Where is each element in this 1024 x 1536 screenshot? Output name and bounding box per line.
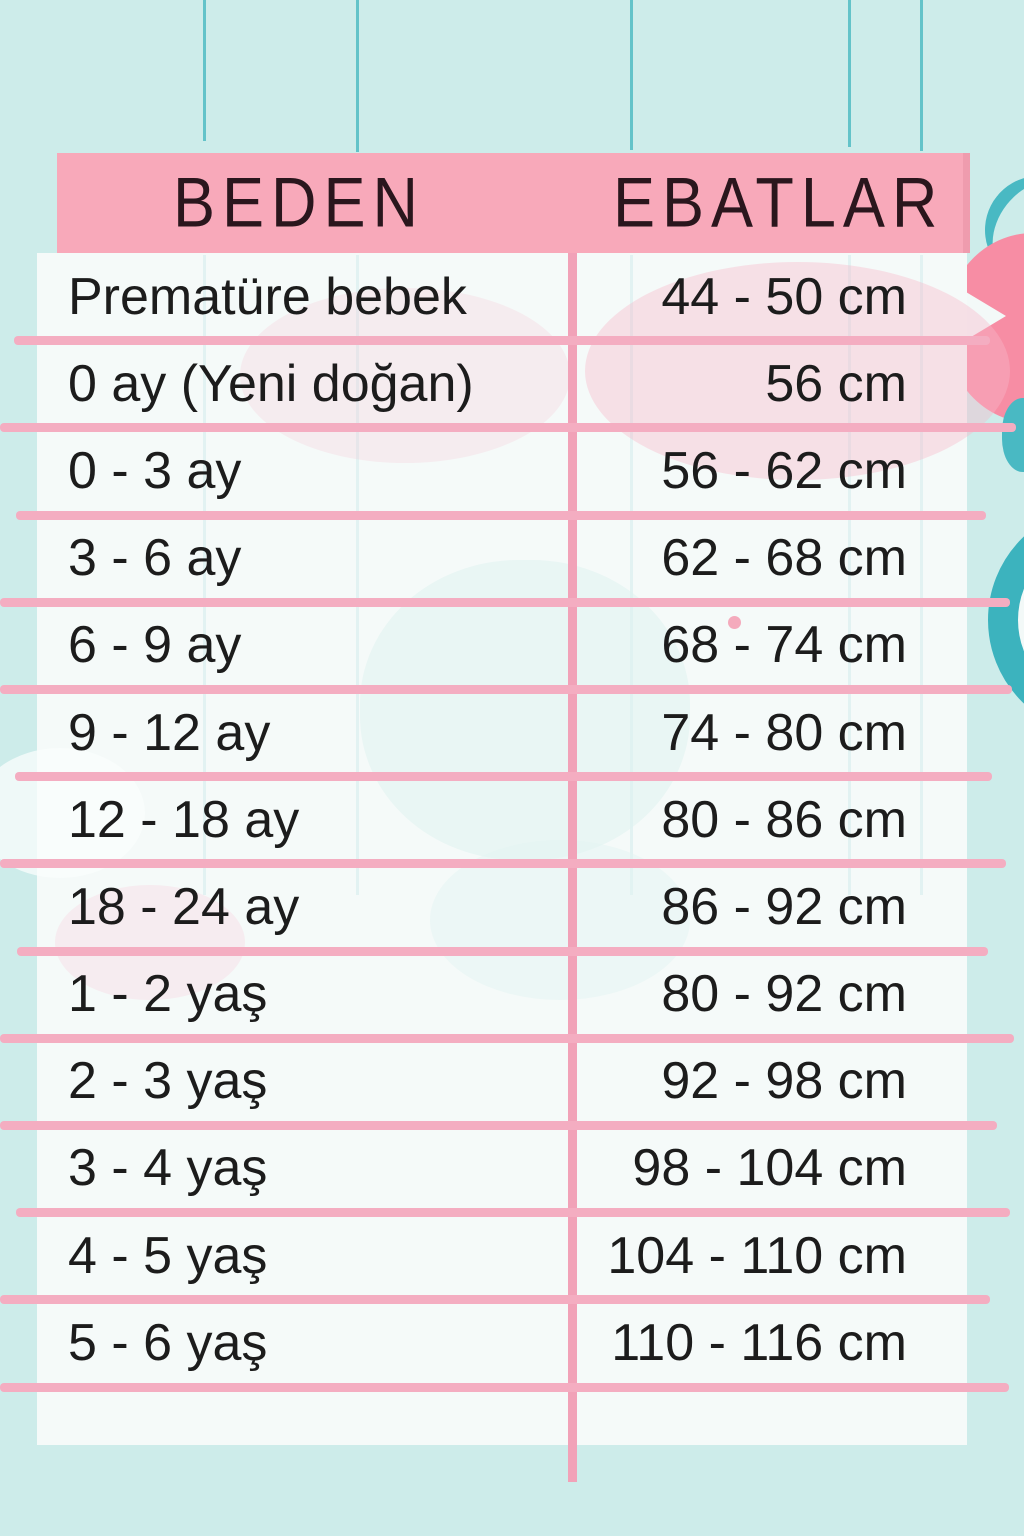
table-row: 3 - 4 yaş 98 - 104 cm	[37, 1125, 967, 1212]
header-col-ebatlar: EBATLAR	[613, 163, 945, 243]
range-cell: 104 - 110 cm	[607, 1226, 907, 1285]
size-cell: 18 - 24 ay	[68, 877, 300, 936]
hanging-string-icon	[920, 0, 923, 151]
hanging-string-icon	[630, 0, 633, 150]
row-separator-line	[14, 336, 990, 346]
table-row: 0 - 3 ay 56 - 62 cm	[37, 427, 967, 514]
size-cell: 9 - 12 ay	[68, 703, 271, 762]
range-cell: 86 - 92 cm	[661, 877, 907, 936]
hanging-string-icon	[203, 0, 206, 141]
size-cell: 0 ay (Yeni doğan)	[68, 354, 474, 413]
table-row: 18 - 24 ay 86 - 92 cm	[37, 863, 967, 950]
decor-white-cloud	[0, 748, 145, 878]
size-cell: 2 - 3 yaş	[68, 1052, 268, 1111]
decor-teal-patch	[1002, 398, 1024, 472]
table-row: 9 - 12 ay 74 - 80 cm	[37, 689, 967, 776]
table-body: Prematüre bebek 44 - 50 cm 0 ay (Yeni doğa…	[37, 253, 967, 1386]
size-cell: Prematüre bebek	[68, 267, 467, 326]
header-col-beden: BEDEN	[173, 163, 426, 243]
range-cell: 98 - 104 cm	[632, 1139, 907, 1198]
row-separator-line	[17, 946, 988, 956]
table-row: 0 ay (Yeni doğan) 56 cm	[37, 340, 967, 427]
range-cell: 56 - 62 cm	[661, 441, 907, 500]
decor-soft-pink-wash	[585, 262, 1010, 480]
row-separator-line	[0, 1121, 997, 1130]
range-cell: 62 - 68 cm	[661, 529, 907, 588]
hanging-string-shadow	[356, 255, 359, 895]
hanging-string-shadow	[920, 255, 923, 895]
row-separator-line	[0, 597, 1010, 607]
table-row: Prematüre bebek 44 - 50 cm	[37, 253, 967, 340]
hanging-string-icon	[848, 0, 851, 147]
table-row: 3 - 6 ay 62 - 68 cm	[37, 515, 967, 602]
decor-pink-dot	[728, 616, 741, 629]
table-row: 6 - 9 ay 68 - 74 cm	[37, 602, 967, 689]
hanging-string-shadow	[848, 255, 851, 895]
hanging-string-shadow	[630, 255, 633, 895]
table-row: 4 - 5 yaş 104 - 110 cm	[37, 1212, 967, 1299]
range-cell: 74 - 80 cm	[661, 703, 907, 762]
row-separator-line	[0, 1295, 990, 1305]
hanging-string-icon	[356, 0, 359, 152]
range-cell: 68 - 74 cm	[661, 616, 907, 675]
size-cell: 0 - 3 ay	[68, 441, 242, 500]
hanging-string-shadow	[203, 255, 206, 895]
size-cell: 4 - 5 yaş	[68, 1226, 268, 1285]
range-cell: 92 - 98 cm	[661, 1052, 907, 1111]
size-cell: 12 - 18 ay	[68, 790, 300, 849]
range-cell: 44 - 50 cm	[661, 267, 907, 326]
decor-teal-ring-icon	[988, 505, 1024, 735]
size-cell: 3 - 6 ay	[68, 529, 242, 588]
range-cell: 80 - 86 cm	[661, 790, 907, 849]
size-cell: 1 - 2 yaş	[68, 965, 268, 1024]
table-header: BEDEN EBATLAR	[57, 153, 970, 253]
row-separator-line	[0, 859, 1006, 869]
decor-soft-pink-wash	[55, 885, 245, 1000]
row-separator-line	[0, 1382, 1009, 1392]
row-separator-line	[16, 1208, 1010, 1218]
row-separator-line	[0, 1033, 1014, 1043]
row-separator-line	[0, 423, 1016, 433]
range-cell: 56 cm	[765, 354, 907, 413]
size-cell: 5 - 6 yaş	[68, 1313, 268, 1372]
range-cell: 110 - 116 cm	[611, 1313, 907, 1372]
table-row: 12 - 18 ay 80 - 86 cm	[37, 776, 967, 863]
size-cell: 6 - 9 ay	[68, 616, 242, 675]
row-separator-line	[15, 772, 992, 782]
size-cell: 3 - 4 yaş	[68, 1139, 268, 1198]
table-row: 1 - 2 yaş 80 - 92 cm	[37, 951, 967, 1038]
decor-mint-blob	[360, 560, 690, 860]
table-row: 2 - 3 yaş 92 - 98 cm	[37, 1038, 967, 1125]
decor-soft-pink-wash	[240, 288, 570, 463]
range-cell: 80 - 92 cm	[661, 965, 907, 1024]
row-separator-line	[16, 510, 986, 520]
row-separator-line	[0, 685, 1012, 694]
table-row: 5 - 6 yaş 110 - 116 cm	[37, 1299, 967, 1386]
